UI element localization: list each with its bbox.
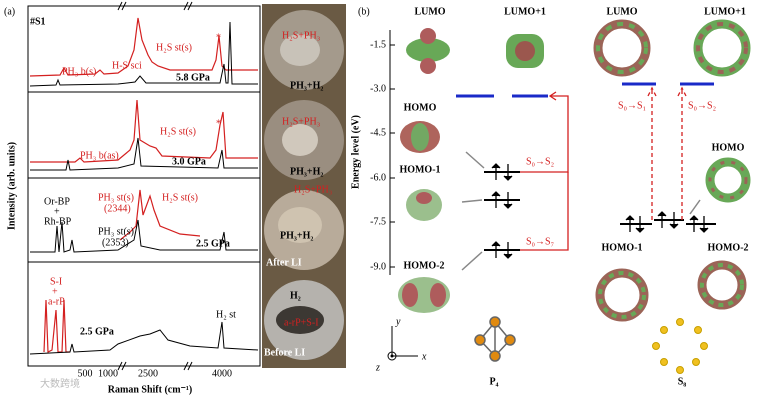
axis-letter: x: [421, 351, 427, 362]
photo-label: PH₃+H₂: [290, 166, 323, 177]
photo-label: H₂S+PH₃: [294, 184, 332, 195]
orbital-label: HOMO-2: [707, 242, 748, 253]
annotation: H₂S st(s): [156, 42, 192, 53]
x-axis-label: Raman Shift (cm⁻¹): [108, 384, 192, 395]
annotation: H₂S st(s): [162, 192, 198, 203]
panel-a: (a) #S1 Intensity (arb. units) 500 1000 …: [4, 1, 346, 395]
orbital-label: HOMO-1: [601, 242, 642, 253]
annotation: PH₃ b(s): [62, 66, 96, 77]
annotation: S-I: [50, 276, 62, 287]
molecule-label: P₄: [489, 376, 498, 387]
plot-frame: [27, 5, 261, 367]
pressure-label: 2.5 GPa: [80, 326, 114, 337]
annotation: a-rP: [48, 296, 65, 307]
photo-label: H₂S+PH₃: [282, 116, 320, 127]
y-tick-label: -9.0: [370, 261, 386, 272]
annotation: +: [52, 286, 58, 297]
pressure-label: 2.5 GPa: [196, 238, 230, 249]
orbital-label: HOMO: [404, 102, 437, 113]
axis-ticks: [390, 44, 395, 268]
annotation: (2353): [102, 237, 129, 248]
y-axis-label: Intensity (arb. units): [6, 142, 17, 230]
annotation: Or-BP: [44, 196, 70, 207]
orbital-label: HOMO: [712, 142, 745, 153]
annotation: PH₃ st(s): [98, 226, 134, 237]
photo-label: After LI: [266, 257, 302, 268]
x-tick-label: 1000: [98, 368, 118, 379]
panel-b: (b) -1.5 -3.0 -4.5 -6.0 -7.5 -9.0 Energy…: [350, 6, 751, 387]
orbital-label: HOMO-1: [399, 164, 440, 175]
photo-label: PH₃+H₂: [290, 80, 323, 91]
y-axis-label: Energy level (eV): [350, 115, 361, 189]
y-tick-label: -6.0: [370, 172, 386, 183]
y-tick-label: -3.0: [370, 83, 386, 94]
transition-label: S₀→S₂: [526, 156, 554, 167]
orbital-label: LUMO: [606, 6, 637, 17]
orbital-images: [398, 19, 751, 322]
p4-molecule: [474, 316, 516, 362]
panel-label: (a): [4, 6, 15, 17]
photo-label: Before LI: [264, 347, 305, 358]
y-tick-label: -4.5: [370, 127, 386, 138]
molecule-label: S₈: [678, 376, 687, 387]
spectrum: [29, 21, 258, 87]
annotation: *: [216, 32, 221, 43]
y-tick-label: -7.5: [370, 216, 386, 227]
x-tick-label: 2500: [138, 368, 158, 379]
pressure-label: 5.8 GPa: [176, 72, 210, 83]
annotation: *: [216, 118, 221, 129]
annotation: (2344): [104, 203, 131, 214]
axis-breaks: [117, 1, 193, 371]
spin-arrows: [491, 163, 709, 259]
photo-label: PH₃+H₂: [280, 230, 313, 241]
transition-label: S₀→S₂: [688, 100, 716, 111]
annotation: H-S sci: [112, 60, 142, 71]
transition-arrows: [520, 86, 687, 251]
transition-label: S₀→S₇: [526, 236, 554, 247]
spectrum: [30, 99, 258, 163]
annotation: H₂S st(s): [160, 126, 196, 137]
photos: [262, 4, 346, 368]
spectrum: [119, 189, 201, 241]
sample-label: #S1: [30, 16, 46, 27]
annotation: H₂ st: [216, 309, 236, 320]
annotation: PH₃ b(as): [80, 150, 119, 161]
spectrum: [29, 17, 258, 77]
y-tick-label: -1.5: [370, 39, 386, 50]
orbital-label: LUMO+1: [504, 6, 546, 17]
annotation: Rh-BP: [44, 216, 72, 227]
photo-label: H₂: [290, 290, 301, 301]
annotation: PH₃ st(s): [98, 192, 134, 203]
spectrum: [30, 219, 258, 253]
panel-label: (b): [358, 6, 370, 17]
orbital-label: LUMO: [414, 6, 445, 17]
spectrum: [30, 137, 258, 171]
orbital-label: LUMO+1: [704, 6, 746, 17]
coordinate-axes: [387, 326, 418, 361]
x-tick-label: 500: [78, 368, 93, 379]
axis-letter: y: [395, 316, 401, 327]
transition-label: S₀→S₁: [618, 100, 646, 111]
energy-levels: [456, 82, 716, 251]
spectrum: [43, 299, 70, 353]
photo-label: a-rP+S-I: [284, 317, 319, 328]
s8-molecule: [652, 318, 708, 374]
orbital-label: HOMO-2: [403, 260, 444, 271]
pointer-arrows: [461, 151, 701, 271]
photo-label: H₂S+PH₃: [282, 30, 320, 41]
pressure-label: 3.0 GPa: [172, 156, 206, 167]
watermark: 大数跨境: [40, 377, 80, 390]
annotation: +: [54, 206, 60, 217]
spectrum: [29, 321, 259, 355]
x-tick-label: 4000: [212, 368, 232, 379]
axis-letter: z: [375, 362, 380, 373]
